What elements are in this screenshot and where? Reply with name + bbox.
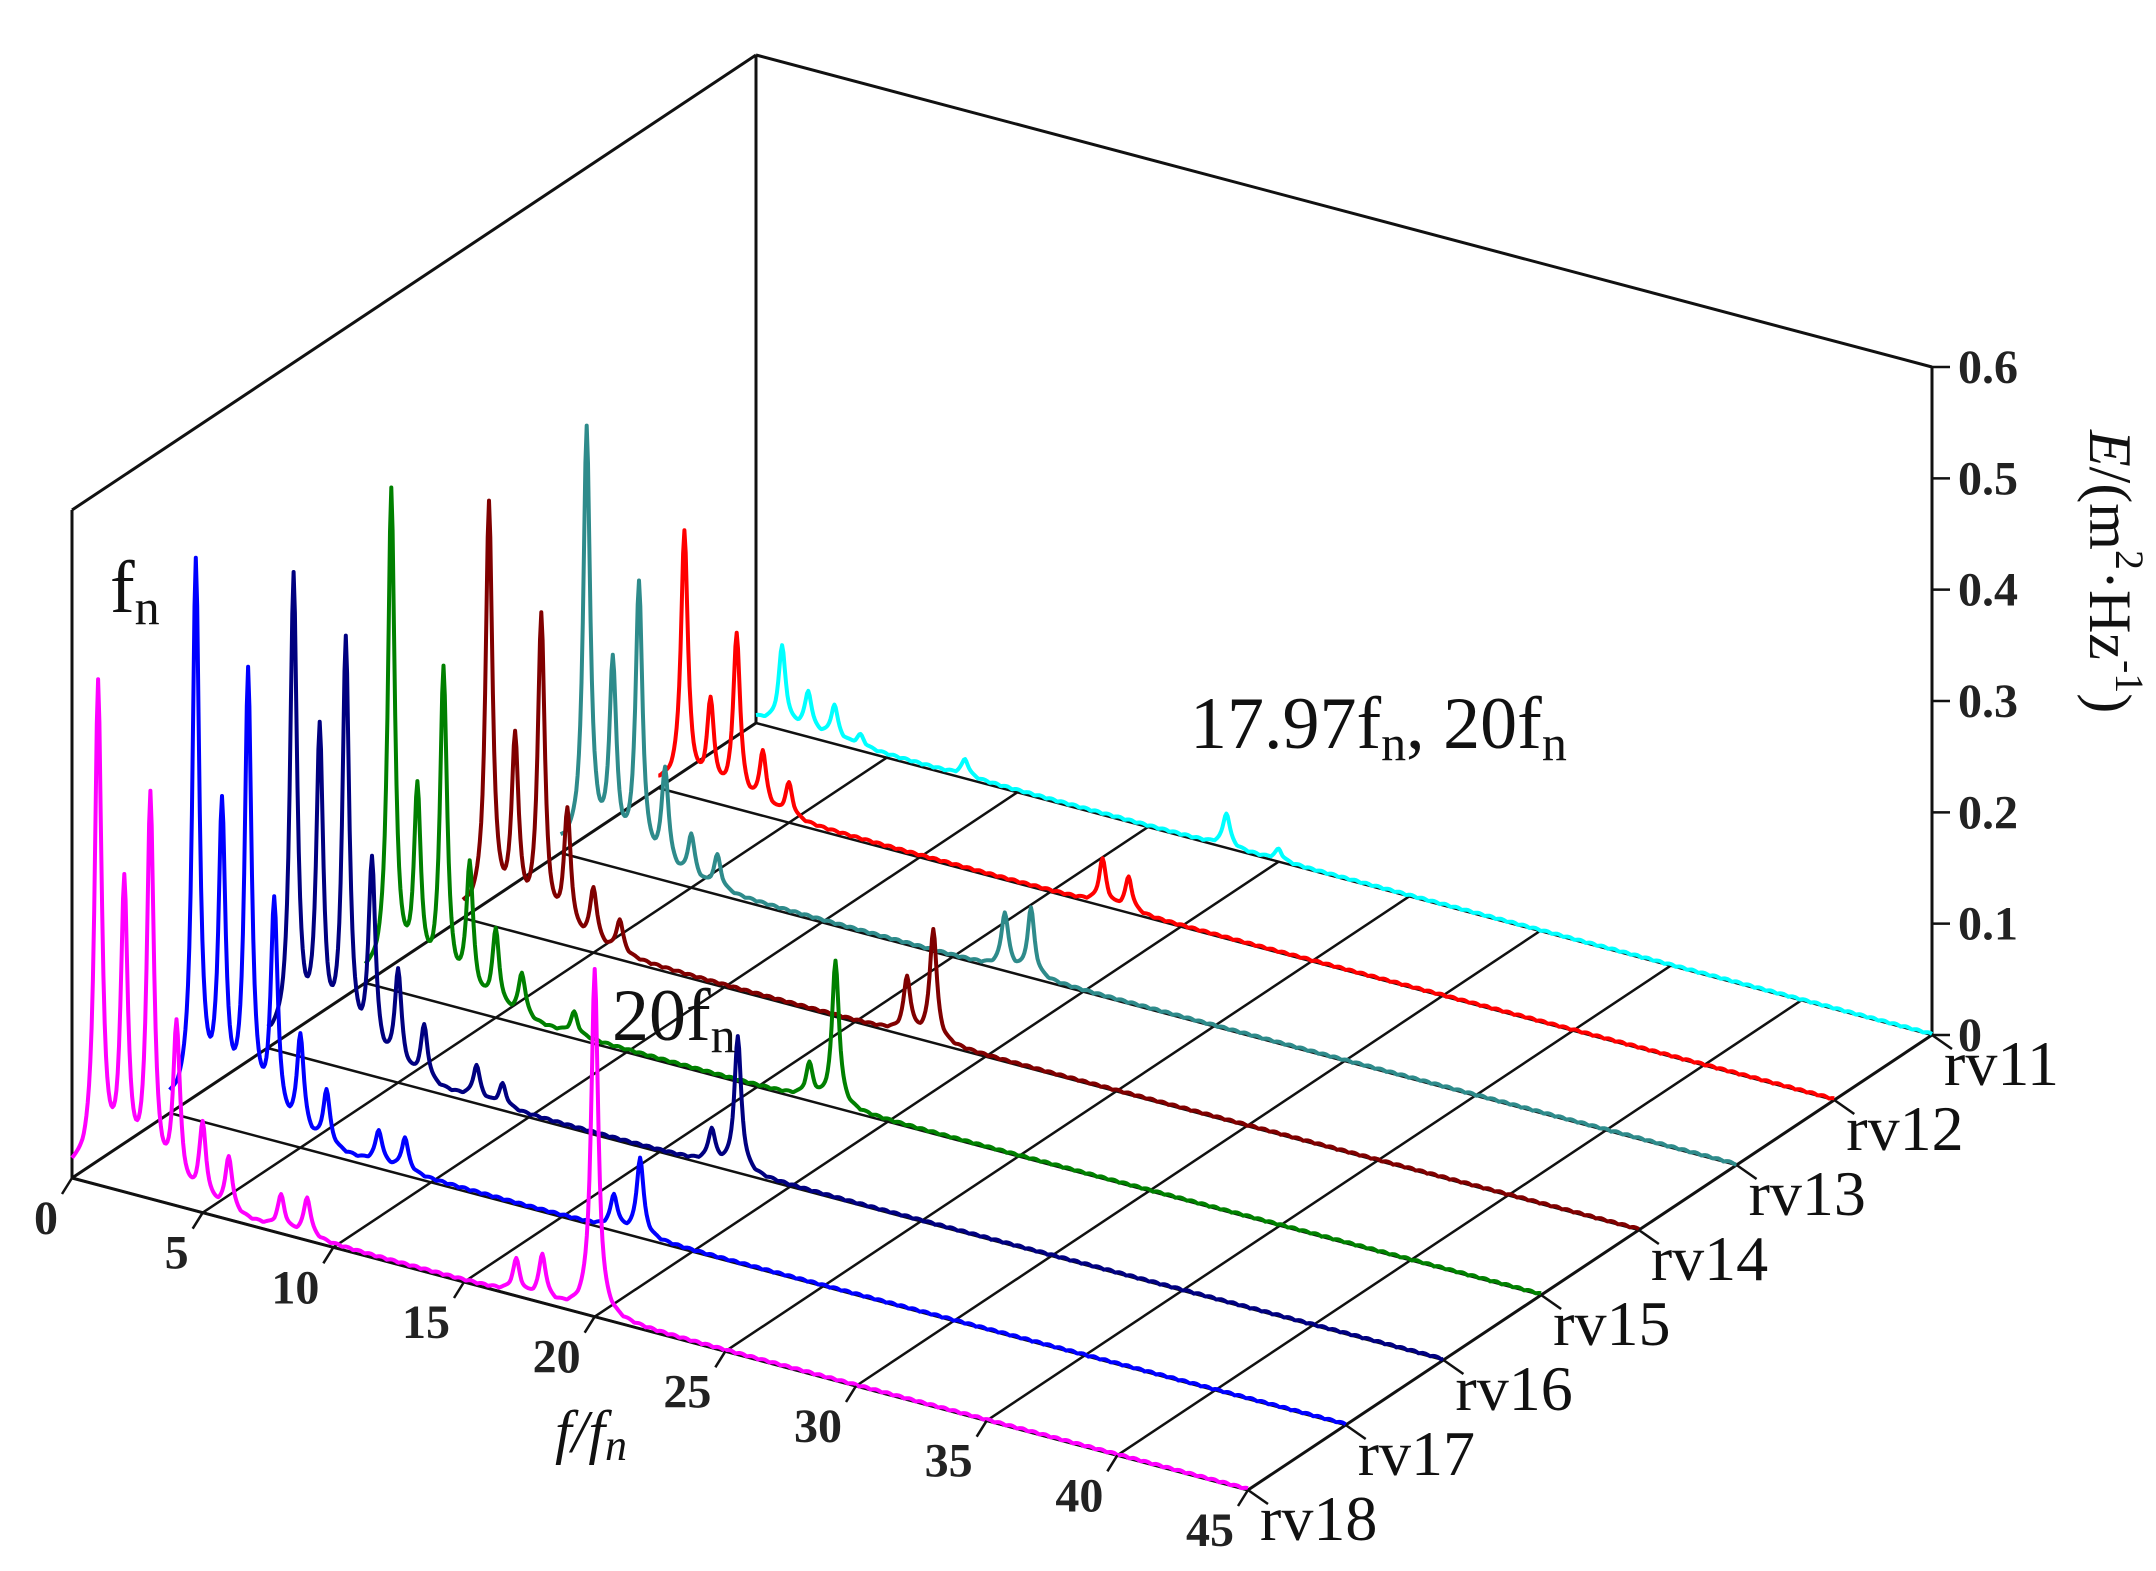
- x-tick-mark: [191, 1212, 204, 1230]
- annotation-17-97fn-20fn: 17.97fn, 20fn: [1190, 683, 1567, 771]
- y-tick-label: 0.1: [1958, 898, 2018, 951]
- depth-category-label: rv14: [1651, 1223, 1768, 1294]
- x-tick-label: 30: [794, 1400, 842, 1453]
- grid-line-x: [332, 791, 1019, 1249]
- box-edge-top-back: [755, 53, 1933, 369]
- x-tick-mark: [975, 1420, 988, 1438]
- depth-category-label: rv18: [1260, 1483, 1377, 1554]
- series-line-rv15: [363, 485, 1542, 1296]
- grid-line-x: [855, 929, 1541, 1388]
- x-axis-label: f/fn: [555, 1399, 627, 1470]
- depth-category-label: rv15: [1553, 1288, 1670, 1359]
- series-line-rv16: [266, 570, 1445, 1362]
- depth-tick-mark: [1735, 1163, 1758, 1181]
- depth-tick-mark: [1833, 1098, 1856, 1116]
- depth-category-label: rv13: [1749, 1158, 1866, 1229]
- x-tick-label: 5: [165, 1227, 189, 1280]
- y-tick-label: 0: [1958, 1009, 1982, 1062]
- annotation-fn: fn: [110, 547, 160, 635]
- grid-line-x: [1116, 999, 1803, 1457]
- x-tick-mark: [714, 1350, 727, 1368]
- y-tick-label: 0.2: [1958, 786, 2018, 839]
- x-tick-label: 0: [34, 1192, 58, 1245]
- depth-category-label: rv11: [1944, 1028, 2059, 1099]
- series-line-rv13: [559, 423, 1738, 1167]
- depth-tick-mark: [1247, 1488, 1269, 1506]
- x-tick-label: 25: [663, 1365, 711, 1418]
- spectra-series: [70, 423, 1934, 1491]
- box-edge-floor-right: [1247, 1033, 1933, 1492]
- x-tick-label: 20: [533, 1331, 581, 1384]
- y-axis-label: E/(m2·Hz-1): [2077, 429, 2152, 713]
- x-tick-label: 40: [1055, 1469, 1103, 1522]
- series-line-rv18: [70, 677, 1249, 1491]
- x-tick-label: 35: [925, 1435, 973, 1488]
- depth-tick-mark: [1638, 1228, 1660, 1246]
- x-tick-mark: [322, 1246, 335, 1264]
- series-line-rv12: [657, 528, 1835, 1101]
- depth-category-label: rv16: [1455, 1353, 1572, 1424]
- depth-tick-mark: [1540, 1293, 1562, 1311]
- y-tick-label: 0.4: [1958, 564, 2018, 617]
- box-edge-top-left: [71, 53, 757, 512]
- depth-category-label: rv12: [1846, 1093, 1963, 1164]
- y-tick-label: 0.6: [1958, 341, 2018, 394]
- x-tick-mark: [583, 1316, 596, 1334]
- annotation-20fn: 20fn: [612, 975, 736, 1063]
- grid-line-x: [463, 825, 1149, 1284]
- series-line-rv14: [461, 498, 1640, 1231]
- y-ticks: 0 0.1 0.2 0.3 0.4 0.5 0.6: [1932, 341, 2018, 1062]
- grid-line-x: [201, 756, 888, 1214]
- grid-line-x: [593, 860, 1280, 1318]
- x-tick-label: 45: [1186, 1504, 1234, 1557]
- x-tick-label: 15: [402, 1296, 450, 1349]
- depth-tick-mark: [1931, 1033, 1953, 1051]
- grid-line-x: [985, 964, 1672, 1422]
- x-tick-mark: [844, 1385, 858, 1403]
- series-line-rv17: [168, 555, 1347, 1427]
- y-tick-label: 0.3: [1958, 675, 2018, 728]
- x-tick-label: 10: [271, 1261, 319, 1314]
- box-edge-floor-left: [71, 721, 757, 1180]
- y-tick-label: 0.5: [1958, 452, 2018, 505]
- depth-tick-mark: [1442, 1358, 1465, 1376]
- depth-category-label: rv17: [1358, 1418, 1475, 1489]
- series-line-rv11: [755, 643, 1934, 1036]
- x-tick-mark: [1106, 1454, 1119, 1472]
- depth-tick-mark: [1344, 1423, 1367, 1441]
- x-tick-mark: [1236, 1489, 1250, 1507]
- x-tick-mark: [452, 1281, 466, 1299]
- grid-line-x: [724, 895, 1411, 1353]
- x-tick-mark: [60, 1177, 74, 1195]
- x-ticks: 0 5 10 15 20 25 30 35 40 45: [34, 1177, 1250, 1557]
